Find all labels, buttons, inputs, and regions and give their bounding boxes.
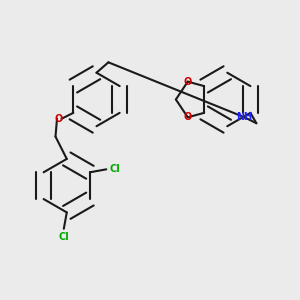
Text: O: O: [54, 114, 63, 124]
Text: Cl: Cl: [109, 164, 120, 174]
Text: O: O: [184, 112, 192, 122]
Text: Cl: Cl: [58, 232, 69, 242]
Text: O: O: [184, 76, 192, 87]
Text: NH: NH: [236, 112, 253, 122]
